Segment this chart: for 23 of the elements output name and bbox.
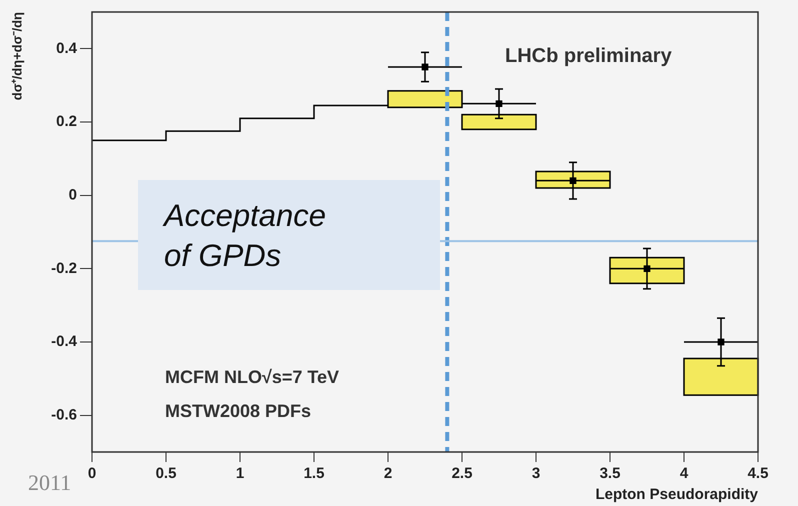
x-tick-label: 1 xyxy=(236,465,244,482)
x-tick-label: 1.5 xyxy=(304,465,324,482)
annotation: MSTW2008 PDFs xyxy=(165,401,312,422)
x-tick-label: 3.5 xyxy=(600,465,620,482)
y-tick-label: 0 xyxy=(68,186,77,204)
x-tick-label: 2.5 xyxy=(452,465,472,482)
y-axis-title: dσ⁺/dη+dσ⁻/dη xyxy=(9,12,24,100)
text: 2011 xyxy=(28,470,72,496)
annotation: LHCb preliminary xyxy=(505,45,672,68)
x-tick-label: 4.5 xyxy=(748,465,768,482)
text-panel: Acceptance of GPDs xyxy=(138,180,440,290)
x-tick-label: 0 xyxy=(88,465,96,482)
x-tick-label: 4 xyxy=(680,465,689,482)
y-tick-label: 0.4 xyxy=(56,40,78,57)
x-tick-label: 3 xyxy=(532,465,540,482)
x-tick-label: 0.5 xyxy=(156,465,176,482)
x-axis-title: Lepton Pseudorapidity xyxy=(595,486,759,504)
y-tick-label: -0.2 xyxy=(51,260,77,277)
y-tick-label: -0.4 xyxy=(51,333,78,350)
y-tick-label: 0.2 xyxy=(56,113,77,130)
annotation: MCFM NLO√s=7 TeV xyxy=(165,367,340,388)
y-tick-label: -0.6 xyxy=(51,406,77,424)
x-tick-label: 2 xyxy=(384,465,392,482)
